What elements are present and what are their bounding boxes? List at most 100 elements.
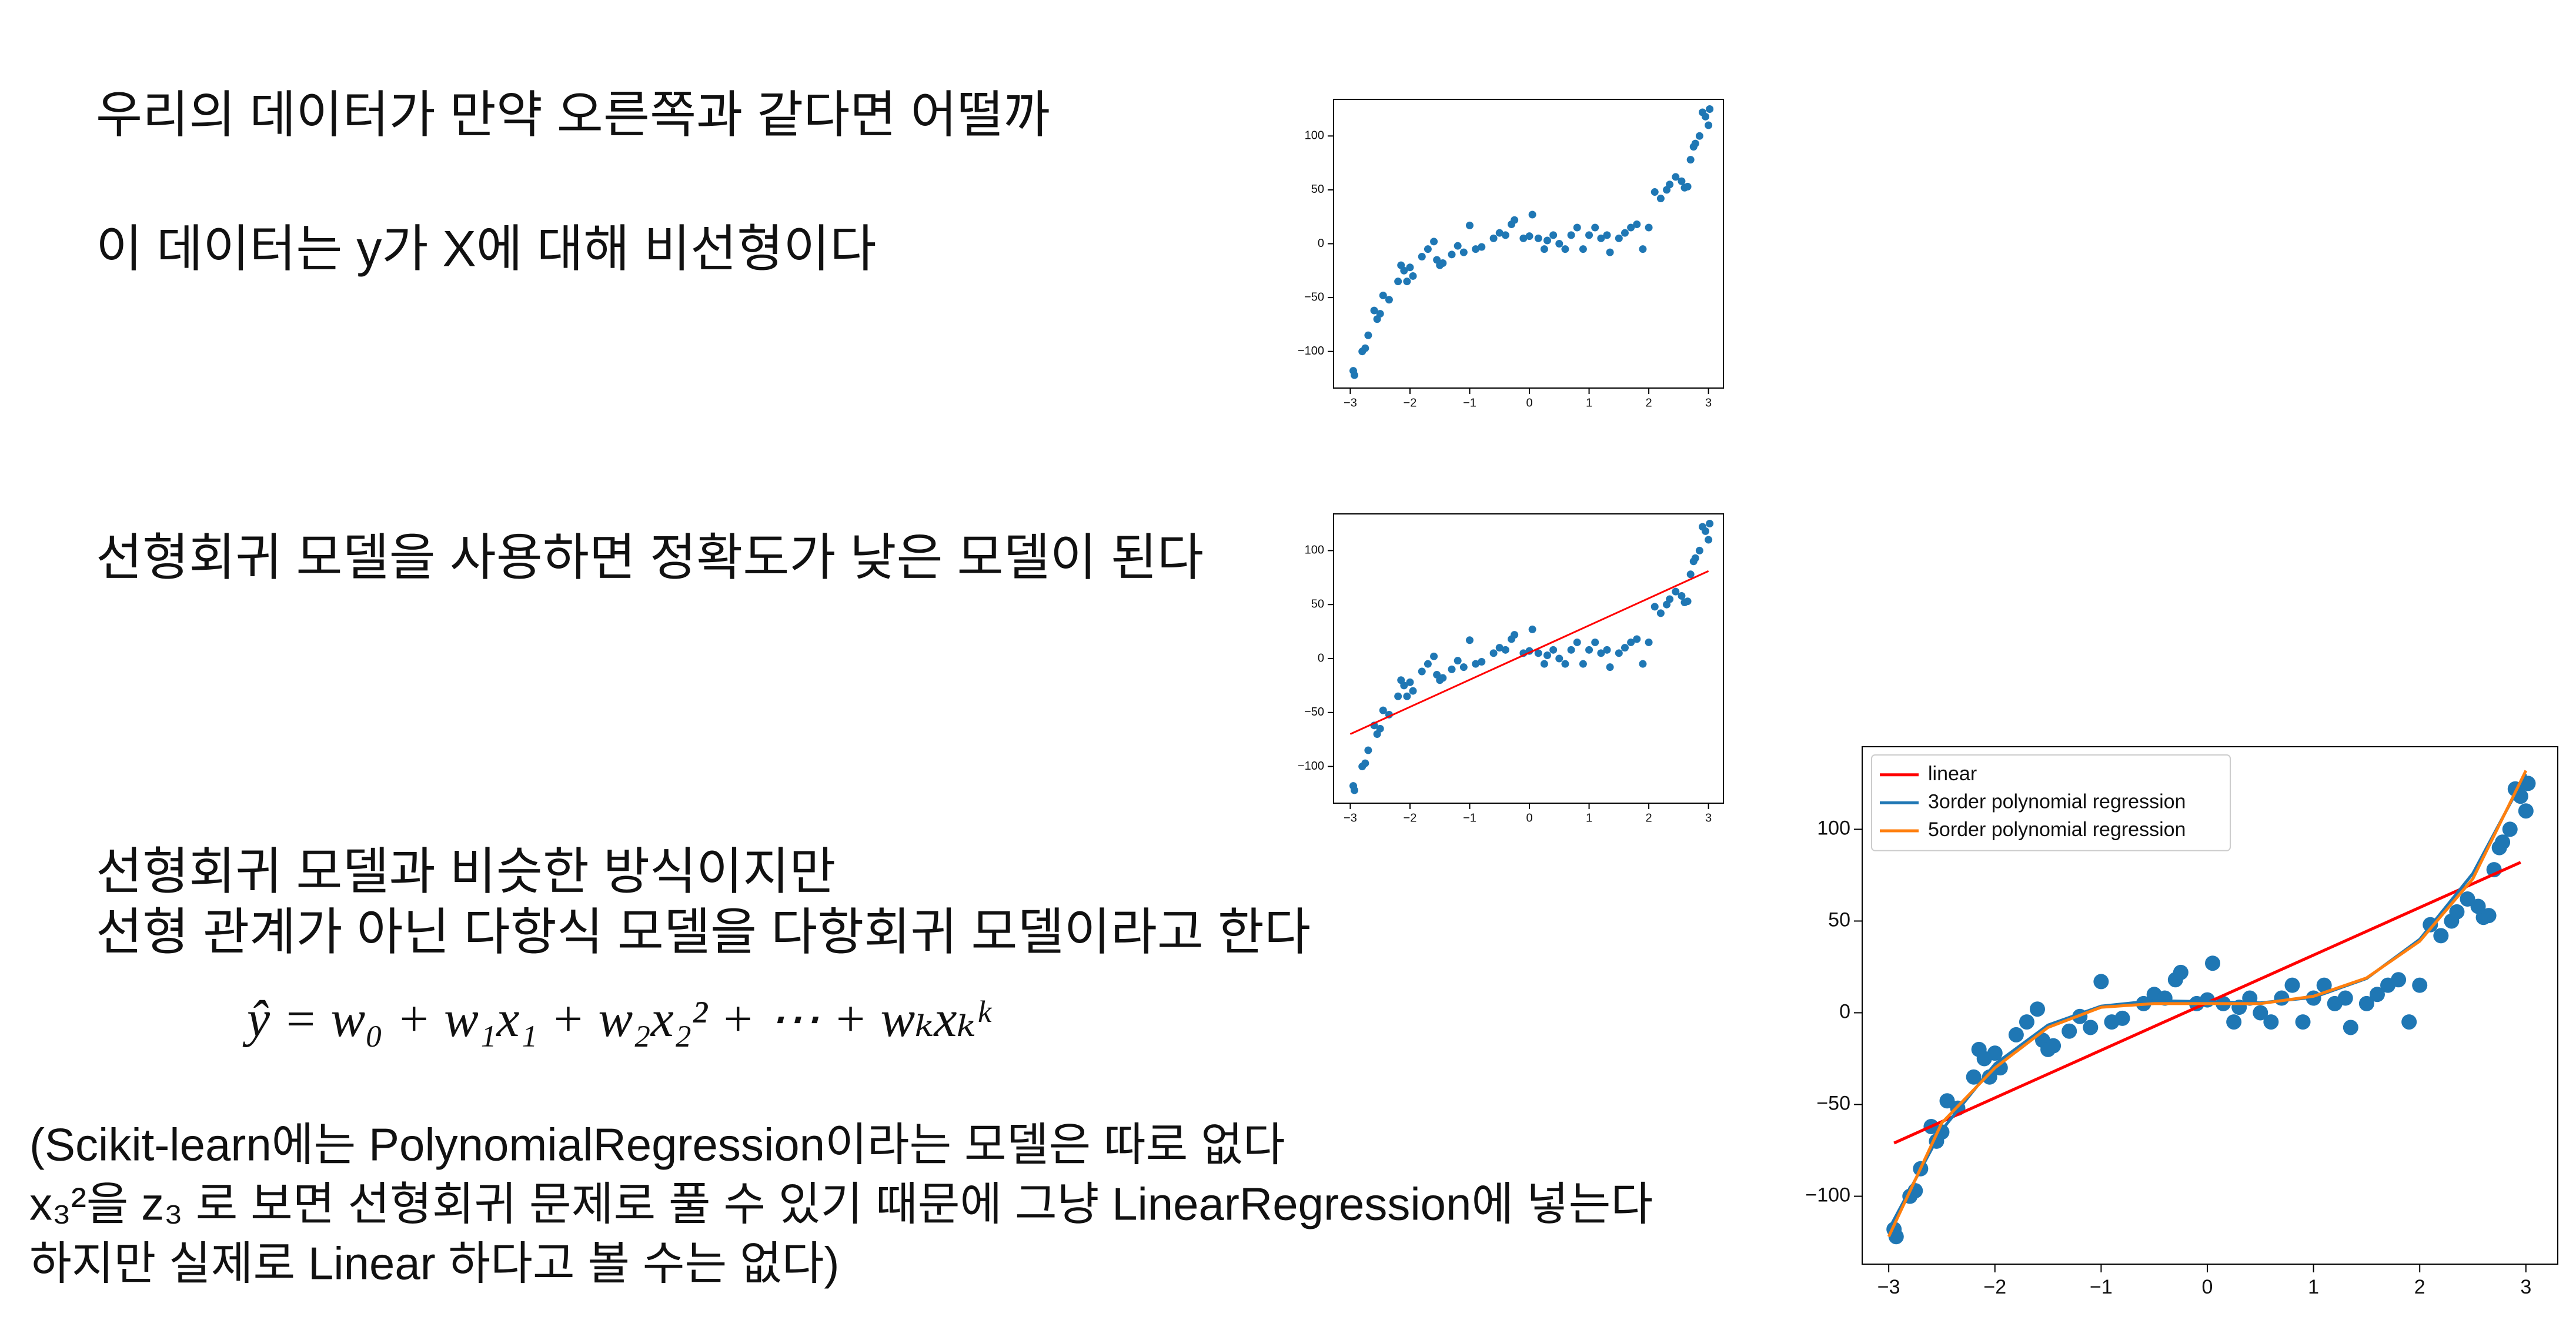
point — [2518, 803, 2534, 819]
chart: −3 −2 −1 0 1 2 3 −100 −50 0 50 100 — [1298, 513, 1724, 824]
point — [1691, 554, 1699, 562]
point — [1573, 638, 1581, 646]
point — [1683, 597, 1692, 606]
x-tick-label: 3 — [1705, 811, 1712, 824]
x-tick-label: 2 — [2414, 1276, 2425, 1298]
point — [1705, 536, 1713, 544]
point — [1351, 371, 1359, 379]
point — [1439, 259, 1447, 267]
point — [1695, 132, 1703, 140]
point — [2358, 995, 2374, 1011]
point — [1666, 181, 1674, 189]
point — [2433, 928, 2449, 944]
point — [2369, 987, 2385, 1002]
y-tick-label: 50 — [1311, 183, 1324, 196]
point — [1606, 663, 1614, 671]
point — [1683, 182, 1692, 191]
point — [1364, 331, 1372, 339]
y-tick-label: 100 — [1817, 817, 1850, 839]
legend-label: 3order polynomial regression — [1928, 790, 2186, 813]
point — [2401, 1014, 2417, 1030]
point — [2263, 1014, 2279, 1030]
point — [2481, 908, 2497, 924]
point — [1939, 1093, 1955, 1109]
point — [1495, 229, 1503, 237]
point — [1519, 234, 1528, 242]
x-tick-label: −1 — [2090, 1276, 2113, 1298]
point — [1472, 660, 1480, 668]
point — [1549, 646, 1558, 654]
point — [1403, 692, 1411, 700]
point — [1966, 1069, 1982, 1085]
point — [1501, 231, 1509, 239]
point — [1606, 248, 1614, 256]
y-tick-label: 0 — [1839, 1000, 1850, 1022]
point — [1400, 681, 1408, 690]
point — [1409, 687, 1417, 695]
point — [1394, 278, 1402, 286]
note-text: x₃²을 z₃ 로 보면 선형회귀 문제로 풀 수 있기 때문에 그냥 Line… — [29, 1178, 1653, 1230]
point — [1394, 692, 1402, 700]
x-tick-label: 1 — [1586, 396, 1592, 409]
point — [1603, 231, 1611, 239]
plot-area — [1333, 513, 1724, 804]
point — [1650, 188, 1659, 196]
point — [1686, 570, 1695, 579]
x-tick-label: −3 — [1344, 396, 1357, 409]
point — [2316, 977, 2332, 993]
x-tick-label: −1 — [1463, 396, 1476, 409]
point — [1351, 786, 1359, 794]
point — [1379, 291, 1387, 299]
x-tick-label: 1 — [2308, 1276, 2319, 1298]
y-tick-label: −100 — [1298, 345, 1324, 357]
point — [1567, 231, 1575, 239]
x-tick-label: 1 — [1586, 811, 1592, 824]
point — [1597, 649, 1605, 657]
point — [2502, 821, 2518, 837]
x-tick-label: −2 — [1983, 1276, 2006, 1298]
plot-area — [1333, 99, 1724, 389]
point — [1615, 234, 1623, 242]
x-tick-label: −1 — [1463, 811, 1476, 824]
point — [1686, 156, 1695, 164]
point — [1678, 592, 1686, 600]
point — [1591, 223, 1599, 232]
point — [1650, 603, 1659, 611]
point — [1585, 646, 1593, 654]
point — [2391, 972, 2407, 988]
point — [1528, 625, 1536, 633]
point — [1511, 216, 1519, 224]
y-tick-label: −50 — [1816, 1092, 1850, 1114]
slide-text: 선형회귀 모델을 사용하면 정확도가 낮은 모델이 된다 — [96, 530, 1204, 586]
point — [2343, 1020, 2358, 1035]
point — [1691, 139, 1699, 148]
point — [1534, 234, 1542, 242]
y-tick-label: 0 — [1318, 237, 1324, 250]
y-tick-label: 0 — [1318, 651, 1324, 664]
x-tick-label: 3 — [2520, 1276, 2531, 1298]
chart: −3 −2 −1 0 1 2 3 −100 −50 0 50 100 linear 3order poly… — [1805, 746, 2558, 1298]
point — [2274, 990, 2290, 1006]
point — [2083, 1020, 2099, 1035]
point — [1361, 759, 1369, 767]
point — [1459, 663, 1468, 671]
slide-text: 우리의 데이터가 만약 오른쪽과 같다면 어떨까 — [96, 87, 1050, 143]
point — [1627, 223, 1635, 232]
point — [1465, 636, 1474, 644]
point — [1633, 220, 1641, 229]
point — [1672, 173, 1680, 181]
point — [1672, 587, 1680, 596]
point — [1555, 654, 1563, 663]
point — [1454, 657, 1462, 665]
point — [2205, 955, 2221, 971]
point — [2030, 1001, 2046, 1017]
point — [1364, 746, 1372, 754]
fit-line — [1349, 570, 1709, 735]
x-tick-label: −3 — [1344, 811, 1357, 824]
point — [1478, 243, 1486, 251]
point — [1406, 263, 1414, 272]
point — [2253, 1005, 2268, 1021]
chart: −3 −2 −1 0 1 2 3 −100 −50 0 50 100 — [1298, 99, 1724, 409]
point — [1406, 678, 1414, 686]
